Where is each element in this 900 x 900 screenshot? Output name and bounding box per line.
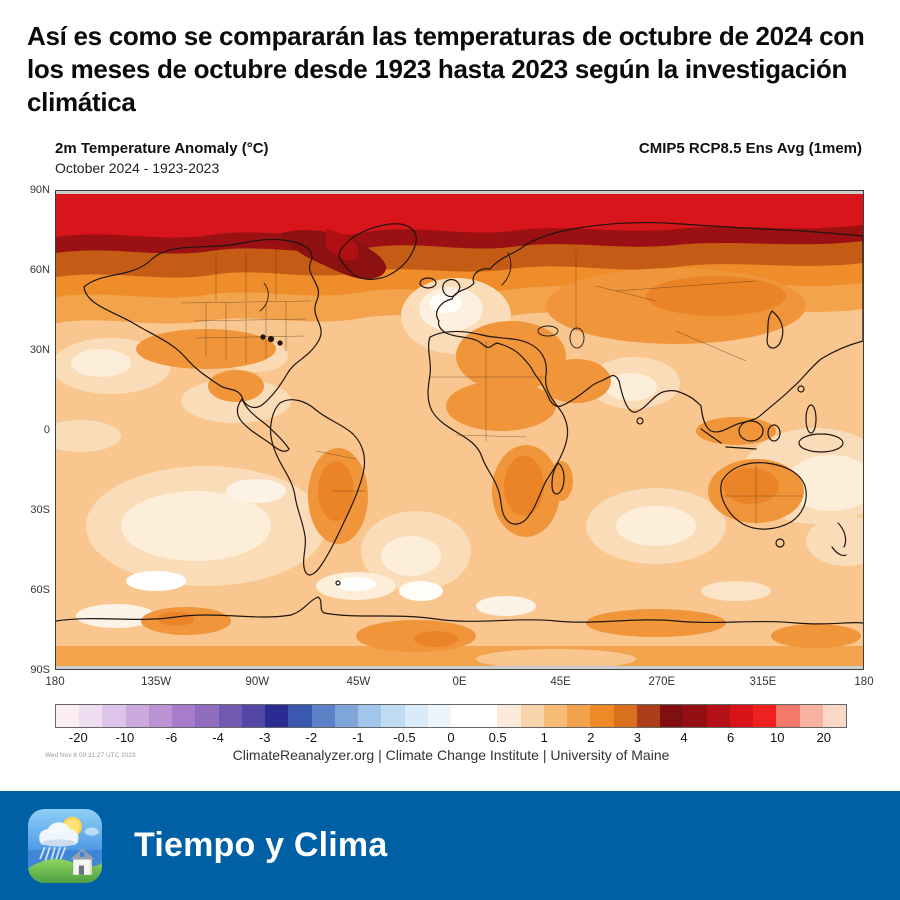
world-map-svg	[56, 191, 863, 669]
coastlines	[56, 222, 863, 625]
colorbar-cell	[311, 705, 335, 727]
colorbar-cell	[102, 705, 126, 727]
colorbar-cell	[404, 705, 428, 727]
colorbar-cell	[683, 705, 707, 727]
colorbar-cell	[799, 705, 823, 727]
longitude-tick-label: 45W	[346, 676, 371, 688]
colorbar-cell	[567, 705, 591, 727]
colorbar-cell	[753, 705, 777, 727]
colorbar-tick-label: -3	[258, 730, 271, 745]
colorbar-tick-label: 1	[540, 730, 548, 745]
colorbar-cell	[636, 705, 661, 727]
house-icon	[70, 848, 95, 875]
colorbar-cell	[218, 705, 242, 727]
figure-title-block: 2m Temperature Anomaly (°C) October 2024…	[55, 140, 269, 176]
colorbar-cell	[660, 705, 684, 727]
colorbar-cell	[497, 705, 521, 727]
colorbar-cell	[706, 705, 730, 727]
longitude-tick-label: 180	[45, 676, 65, 688]
colorbar-cell	[241, 705, 266, 727]
colorbar-cell	[520, 705, 544, 727]
colorbar-tick-label: 0	[447, 730, 455, 745]
colorbar-tick-label: 6	[726, 730, 735, 745]
latitude-axis: 90N 60N 30N 0 30S 60S 90S	[29, 184, 50, 676]
weather-app-icon	[28, 808, 102, 883]
figure-model-label: CMIP5 RCP8.5 Ens Avg (1mem)	[638, 140, 862, 157]
app-banner: Tiempo y Clima	[0, 791, 900, 900]
app-name: Tiempo y Clima	[134, 826, 388, 864]
longitude-axis: 180 135W 90W 45W 0E 45E 270E 315E 180	[45, 676, 873, 688]
colorbar-cell	[729, 705, 754, 727]
colorbar-tick-label: -1	[352, 730, 364, 745]
colorbar-tick-label: -6	[165, 730, 178, 745]
colorbar-tick-label: 3	[633, 730, 642, 745]
icon-small-cloud	[84, 827, 99, 836]
colorbar-cell	[125, 705, 149, 727]
colorbar-tick-label: -0.5	[393, 730, 416, 745]
colorbar-cell	[543, 705, 568, 727]
country-borders	[180, 249, 803, 524]
colorbar-cell	[172, 705, 196, 727]
longitude-tick-label: 45E	[550, 676, 571, 688]
figure-title: 2m Temperature Anomaly (°C)	[55, 140, 269, 157]
colorbar-cell	[590, 705, 614, 727]
colorbar-cell	[56, 705, 80, 727]
colorbar-tick-label: 10	[769, 730, 785, 745]
headline: Así es como se compararán las temperatur…	[27, 21, 865, 117]
colorbar-cell	[148, 705, 173, 727]
longitude-tick-label: 0E	[452, 676, 467, 688]
colorbar-cell	[334, 705, 359, 727]
figure-header: 2m Temperature Anomaly (°C) October 2024…	[55, 140, 862, 176]
figure-subtitle: October 2024 - 1923-2023	[55, 160, 220, 176]
credit-line: ClimateReanalyzer.org | Climate Change I…	[232, 747, 670, 763]
colorbar-tick-label: -10	[115, 730, 135, 745]
icon-hill	[28, 858, 102, 883]
colorbar-cell	[265, 705, 289, 727]
colorbar-tick-label: 4	[680, 730, 688, 745]
colorbar-labels: -20 -10 -6 -4 -3 -2 -1 -0.5 0 0.5 1 2 3 4 6 10 20	[55, 730, 847, 745]
longitude-tick-label: 315E	[749, 676, 777, 688]
colorbar-tick-label: 0.5	[488, 730, 507, 745]
longitude-tick-label: 270E	[648, 676, 676, 688]
colorbar-cell	[195, 705, 219, 727]
world-anomaly-map	[55, 190, 864, 670]
colorbar-cell	[822, 705, 846, 727]
colorbar-cell	[427, 705, 451, 727]
colorbar-cell	[79, 705, 103, 727]
colorbar-cell	[474, 705, 498, 727]
longitude-tick-label: 180	[854, 676, 874, 688]
colorbar	[55, 704, 847, 728]
colorbar-cell	[381, 705, 405, 727]
colorbar-cell	[450, 705, 475, 727]
colorbar-tick-label: 2	[587, 730, 595, 745]
colorbar-cell	[358, 705, 382, 727]
colorbar-cell	[613, 705, 637, 727]
longitude-tick-label: 135W	[141, 676, 172, 688]
colorbar-cell	[776, 705, 800, 727]
longitude-tick-label: 90W	[245, 676, 270, 688]
colorbar-tick-label: -20	[68, 730, 88, 745]
colorbar-cell	[288, 705, 312, 727]
cloud-icon	[39, 821, 79, 847]
colorbar-tick-label: -2	[305, 730, 318, 745]
colorbar-tick-label: -4	[212, 730, 224, 745]
colorbar-tick-label: 20	[816, 730, 832, 745]
plot-timestamp: Wed Nov 8 09:31:27 UTC 2023	[45, 752, 136, 759]
